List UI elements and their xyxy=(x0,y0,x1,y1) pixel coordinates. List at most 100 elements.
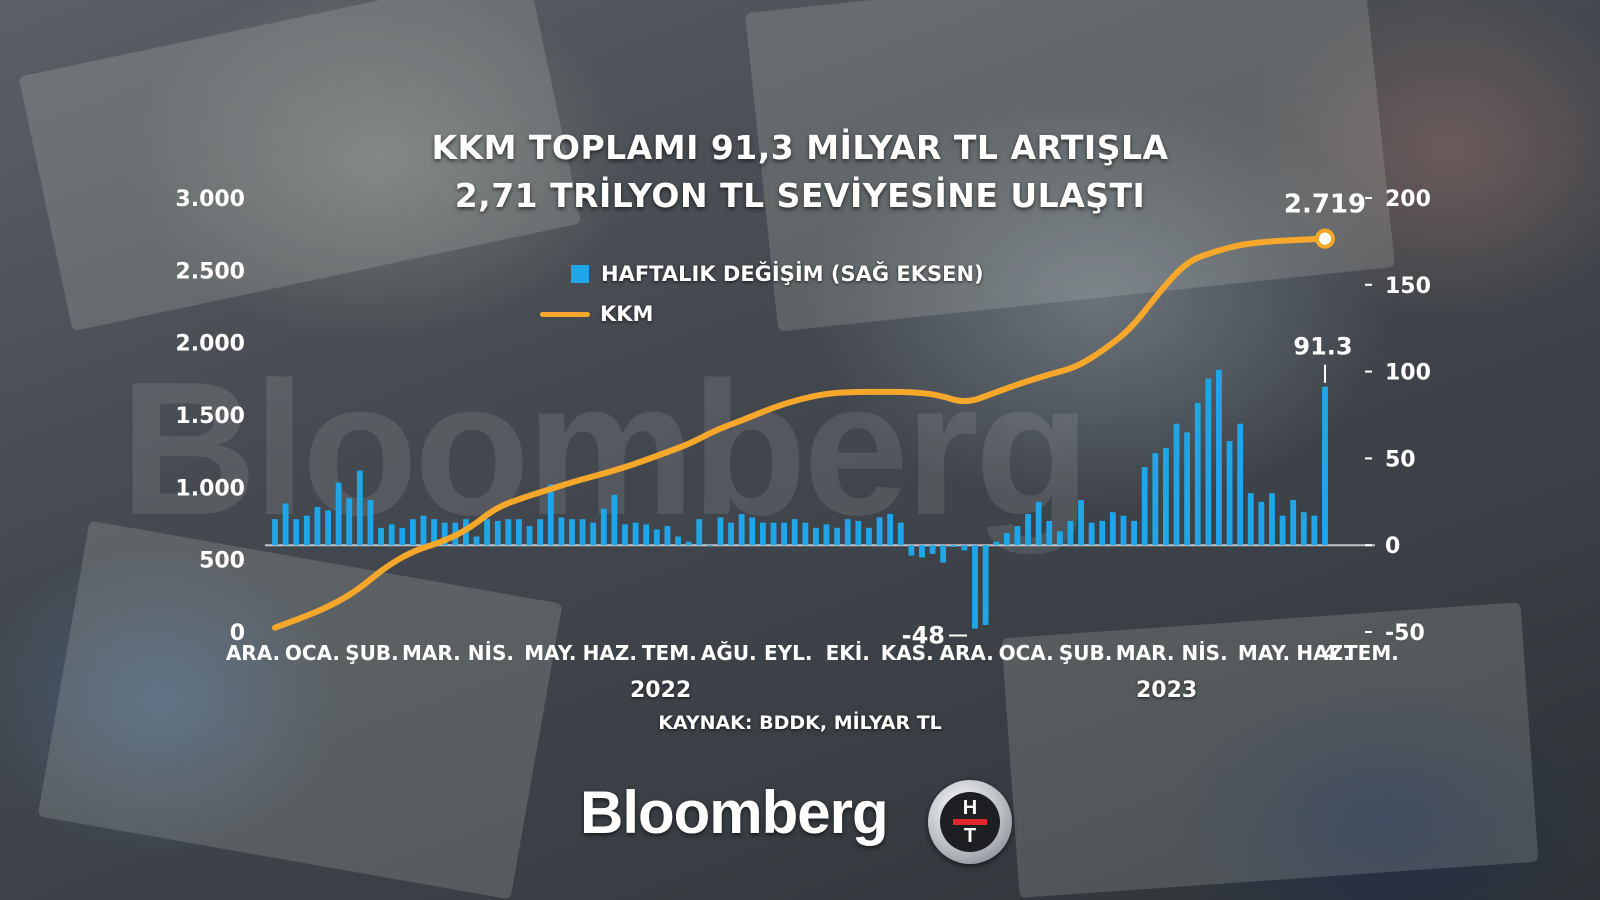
left-axis-tick-label: 3.000 xyxy=(175,187,245,212)
weekly-change-bar xyxy=(961,545,968,551)
weekly-change-bar xyxy=(940,545,947,563)
weekly-change-bar xyxy=(1226,441,1233,546)
weekly-change-bar xyxy=(1025,513,1031,546)
weekly-change-bar xyxy=(1141,467,1148,546)
kkm-end-point xyxy=(1315,228,1335,249)
weekly-change-bar xyxy=(1014,526,1021,546)
weekly-change-bar xyxy=(950,545,957,547)
weekly-change-bar xyxy=(378,527,384,546)
weekly-change-bar xyxy=(1184,432,1191,546)
weekly-change-bar xyxy=(409,519,416,546)
weekly-change-bar xyxy=(1322,386,1328,546)
weekly-change-bar xyxy=(717,517,724,546)
weekly-change-bar xyxy=(1205,378,1212,546)
weekly-change-bar xyxy=(855,520,862,546)
weekly-change-bar xyxy=(537,519,544,546)
weekly-change-bar xyxy=(600,508,607,546)
weekly-change-bar xyxy=(1162,447,1169,546)
weekly-change-bar xyxy=(272,519,278,546)
weekly-change-bar xyxy=(643,524,650,546)
weekly-change-bar xyxy=(399,527,406,546)
weekly-change-bar xyxy=(1300,512,1307,546)
x-axis-tick-label: NİS. xyxy=(468,641,514,665)
ht-logo-mark: H T xyxy=(940,792,1000,852)
right-axis-tick-label: 50 xyxy=(1385,447,1416,472)
weekly-change-bar xyxy=(526,526,533,546)
year-label-2022: 2022 xyxy=(630,678,692,703)
weekly-change-bar xyxy=(293,519,300,546)
year-label-2023: 2023 xyxy=(1136,678,1198,703)
x-axis-tick-label: MAR. xyxy=(1116,641,1175,665)
legend-bar-swatch xyxy=(571,265,589,283)
weekly-change-bar xyxy=(1099,520,1106,546)
weekly-change-bar xyxy=(1056,531,1063,546)
weekly-change-bar xyxy=(1035,501,1042,546)
weekly-change-bar xyxy=(1109,512,1116,546)
weekly-change-bar xyxy=(314,507,321,546)
legend-item-kkm: KKM xyxy=(540,302,653,326)
left-axis-tick-label: 1.500 xyxy=(175,404,245,429)
weekly-change-bar xyxy=(664,526,671,546)
last-bar-data-label: 91.3 xyxy=(1293,333,1352,361)
left-axis-tick-label: 1.000 xyxy=(175,476,245,501)
x-axis-tick-label: AĞU. xyxy=(701,641,757,665)
right-axis-tick-label: 150 xyxy=(1385,274,1431,299)
weekly-change-bar xyxy=(494,520,501,546)
right-axis-tick-label: -50 xyxy=(1385,621,1425,646)
x-axis-tick-label: EKİ. xyxy=(826,641,870,665)
weekly-change-bar xyxy=(1067,520,1074,546)
weekly-change-bar xyxy=(844,519,851,546)
weekly-change-bar xyxy=(622,524,628,546)
x-axis-tick-label: ŞUB. xyxy=(345,641,399,665)
x-axis-tick-label: NİS. xyxy=(1181,641,1227,665)
x-axis-tick-label: MAY. xyxy=(524,641,576,665)
left-axis-tick-label: 2.000 xyxy=(175,332,245,357)
weekly-change-bar xyxy=(1290,500,1297,546)
weekly-change-bar xyxy=(505,519,512,546)
legend-item-weekly-change: HAFTALIK DEĞİŞİM (SAĞ EKSEN) xyxy=(571,262,984,286)
x-axis-tick-label: ŞUB. xyxy=(1059,641,1113,665)
ht-logo-letter-h: H xyxy=(962,797,978,819)
weekly-change-bar xyxy=(972,545,978,629)
weekly-change-bar xyxy=(759,522,766,546)
weekly-change-bar xyxy=(282,503,289,546)
weekly-change-bar xyxy=(1279,515,1286,546)
weekly-change-bar xyxy=(749,517,756,546)
legend-label-weekly-change: HAFTALIK DEĞİŞİM (SAĞ EKSEN) xyxy=(601,262,984,286)
min-bar-data-label: -48 xyxy=(902,622,945,650)
x-axis-tick-label: ARA. xyxy=(226,641,280,665)
weekly-change-bar xyxy=(1152,453,1159,546)
weekly-change-bar xyxy=(484,519,491,546)
weekly-change-bar xyxy=(1173,423,1180,546)
weekly-change-bar xyxy=(802,522,809,546)
chart-title-line-1: KKM TOPLAMI 91,3 MİLYAR TL ARTIŞLA xyxy=(431,128,1169,167)
x-axis-tick-label: OCA. xyxy=(999,641,1054,665)
weekly-change-bar xyxy=(1003,533,1010,546)
x-axis-tick-label: MAY. xyxy=(1238,641,1290,665)
weekly-change-bar xyxy=(441,522,448,546)
weekly-change-bar xyxy=(325,510,331,546)
weekly-change-bar xyxy=(1237,423,1244,546)
weekly-change-bar xyxy=(728,522,734,546)
weekly-change-bar xyxy=(866,527,872,546)
kkm-end-data-label: 2.719 xyxy=(1284,190,1366,220)
weekly-change-bar xyxy=(781,522,788,546)
right-axis-tick-label: 0 xyxy=(1385,534,1400,559)
weekly-change-bar xyxy=(812,527,819,546)
weekly-change-bar xyxy=(1131,520,1138,546)
left-axis-tick-label: 0 xyxy=(230,621,245,646)
weekly-change-bar xyxy=(1269,493,1275,546)
weekly-change-bar xyxy=(993,541,1000,546)
weekly-change-bar xyxy=(791,519,798,546)
weekly-change-bar xyxy=(770,522,777,546)
x-axis-tick-label: OCA. xyxy=(285,641,340,665)
weekly-change-bar xyxy=(1046,520,1053,546)
bloomberg-logo: Bloomberg xyxy=(580,779,889,846)
weekly-change-bar xyxy=(908,545,915,556)
legend-label-kkm: KKM xyxy=(600,302,654,326)
right-axis-tick-label: 200 xyxy=(1385,187,1431,212)
legend-line-swatch xyxy=(540,311,590,317)
weekly-change-bar xyxy=(876,517,883,546)
